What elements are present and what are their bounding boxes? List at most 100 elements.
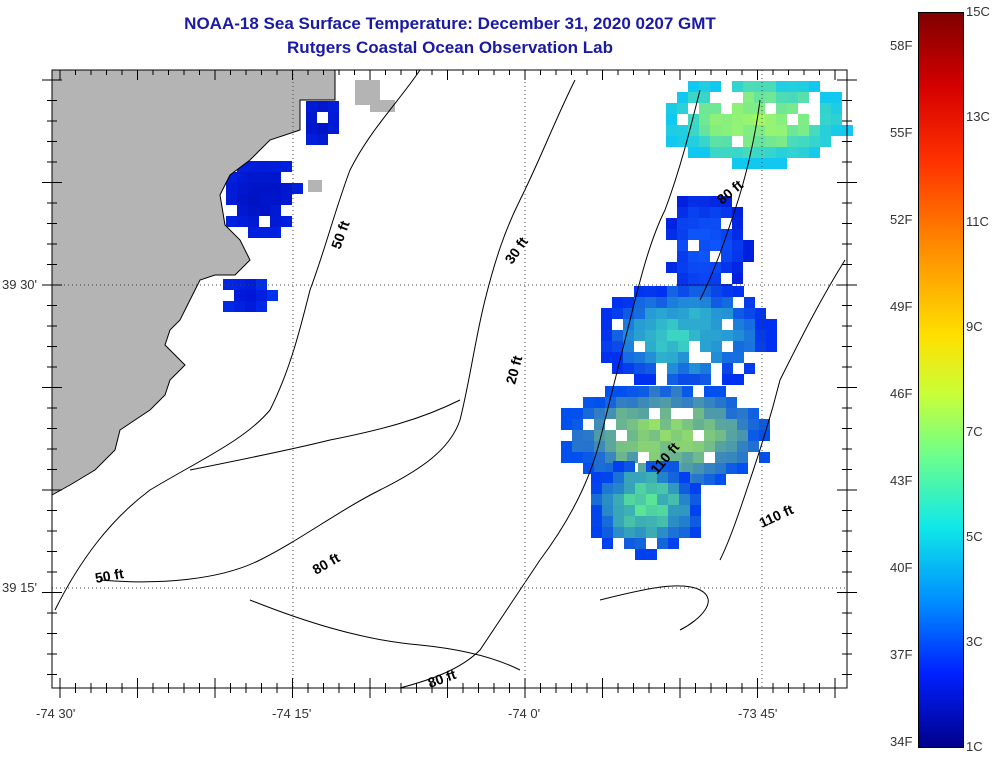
sst-pixel bbox=[787, 147, 798, 158]
sst-pixel bbox=[245, 279, 256, 290]
sst-pixel bbox=[688, 218, 699, 229]
sst-pixel bbox=[699, 147, 710, 158]
sst-pixel bbox=[624, 505, 635, 516]
sst-pixel bbox=[693, 441, 704, 452]
colorbar-label-c: 15C bbox=[966, 4, 990, 19]
sst-pixel bbox=[732, 207, 743, 218]
sst-pixel bbox=[699, 114, 710, 125]
sst-pixel bbox=[737, 408, 748, 419]
sst-pixel bbox=[722, 286, 733, 297]
sst-pixel bbox=[646, 472, 657, 483]
colorbar-label-c: 1C bbox=[966, 739, 983, 754]
sst-pixel bbox=[710, 207, 721, 218]
sst-pixel bbox=[616, 386, 627, 397]
colorbar-label-f: 40F bbox=[890, 560, 913, 575]
sst-pixel bbox=[627, 386, 638, 397]
sst-pixel bbox=[270, 172, 281, 183]
sst-pixel bbox=[317, 101, 328, 112]
sst-pixel bbox=[776, 147, 787, 158]
sst-pixel bbox=[657, 472, 668, 483]
depth-label: 50 ft bbox=[94, 565, 125, 586]
sst-pixel bbox=[682, 463, 693, 474]
sst-pixel bbox=[649, 430, 660, 441]
sst-pixel bbox=[602, 472, 613, 483]
sst-pixel bbox=[248, 161, 259, 172]
sst-pixel bbox=[721, 136, 732, 147]
sst-pixel bbox=[645, 319, 656, 330]
sst-pixel bbox=[677, 262, 688, 273]
sst-pixel bbox=[645, 352, 656, 363]
sst-pixel bbox=[678, 352, 689, 363]
sst-pixel bbox=[726, 452, 737, 463]
sst-pixel bbox=[237, 194, 248, 205]
sst-pixel bbox=[660, 452, 671, 463]
sst-pixel bbox=[693, 463, 704, 474]
lon-label: -74 0' bbox=[508, 706, 540, 721]
sst-pixel bbox=[668, 516, 679, 527]
sst-pixel bbox=[602, 483, 613, 494]
sst-pixel bbox=[306, 101, 317, 112]
sst-pixel bbox=[798, 114, 809, 125]
sst-pixel bbox=[688, 273, 699, 284]
sst-pixel bbox=[733, 308, 744, 319]
sst-pixel bbox=[726, 441, 737, 452]
sst-pixel bbox=[248, 205, 259, 216]
sst-pixel bbox=[677, 251, 688, 262]
sst-pixel bbox=[732, 81, 743, 92]
sst-pixel bbox=[666, 136, 677, 147]
sst-pixel bbox=[722, 363, 733, 374]
sst-pixel bbox=[591, 527, 602, 538]
map-subtitle: Rutgers Coastal Ocean Observation Lab bbox=[287, 38, 613, 57]
colorbar-label-f: 58F bbox=[890, 38, 913, 53]
sst-pixel bbox=[601, 341, 612, 352]
sst-pixel bbox=[743, 136, 754, 147]
depth-label: 80 ft bbox=[426, 666, 459, 691]
sst-pixel bbox=[259, 205, 270, 216]
sst-pixel bbox=[744, 363, 755, 374]
sst-pixel bbox=[677, 136, 688, 147]
sst-pixel bbox=[668, 494, 679, 505]
sst-pixel bbox=[583, 452, 594, 463]
sst-pixel bbox=[660, 386, 671, 397]
sst-pixel bbox=[671, 441, 682, 452]
sst-pixel bbox=[711, 319, 722, 330]
sst-pixel bbox=[561, 408, 572, 419]
sst-pixel bbox=[656, 297, 667, 308]
graticule bbox=[52, 70, 847, 688]
land-patch-north bbox=[308, 80, 395, 192]
sst-pixel bbox=[732, 158, 743, 169]
sst-pixel bbox=[715, 386, 726, 397]
sst-pixel bbox=[248, 172, 259, 183]
sst-pixel bbox=[754, 125, 765, 136]
sst-pixel bbox=[787, 81, 798, 92]
sst-pixel bbox=[710, 103, 721, 114]
sst-pixel bbox=[704, 463, 715, 474]
sst-pixel bbox=[634, 363, 645, 374]
sst-pixel bbox=[679, 505, 690, 516]
sst-pixel bbox=[605, 408, 616, 419]
sst-pixel bbox=[613, 505, 624, 516]
sst-pixel bbox=[656, 352, 667, 363]
sst-pixel bbox=[759, 419, 770, 430]
temperature-colorbar bbox=[918, 12, 964, 748]
sst-pixel bbox=[682, 397, 693, 408]
sst-pixel bbox=[624, 472, 635, 483]
sst-pixel bbox=[700, 319, 711, 330]
sst-pixel bbox=[666, 114, 677, 125]
sst-pixel bbox=[710, 114, 721, 125]
sst-pixel bbox=[259, 161, 270, 172]
sst-pixel bbox=[776, 136, 787, 147]
sst-pixel bbox=[226, 172, 237, 183]
sst-pixel bbox=[646, 461, 657, 472]
sst-pixel bbox=[693, 397, 704, 408]
sst-pixel bbox=[710, 273, 721, 284]
sst-pixel bbox=[677, 218, 688, 229]
sst-pixel bbox=[721, 251, 732, 262]
sst-pixel bbox=[613, 461, 624, 472]
sst-pixel bbox=[660, 419, 671, 430]
lon-label: -73 45' bbox=[738, 706, 777, 721]
sst-pixel bbox=[831, 103, 842, 114]
sst-pixel bbox=[616, 419, 627, 430]
sst-pixel bbox=[226, 183, 237, 194]
sst-pixel bbox=[744, 308, 755, 319]
